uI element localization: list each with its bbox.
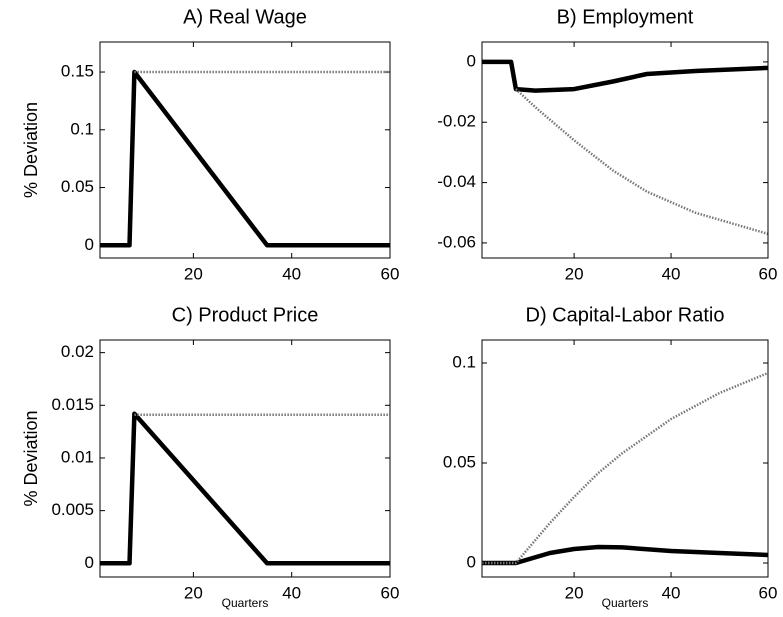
x-tick-label: 40 <box>662 583 681 602</box>
axes-frame <box>481 41 769 259</box>
x-tick-label: 20 <box>565 264 584 283</box>
axes-frame <box>99 41 391 259</box>
panel-title: B) Employment <box>557 6 694 28</box>
y-tick-label: 0.01 <box>61 447 94 466</box>
line-series <box>515 88 769 236</box>
y-tick-label: 0.015 <box>51 395 94 414</box>
x-tick-label: 20 <box>565 583 584 602</box>
y-tick-label: 0.05 <box>61 177 94 196</box>
y-axis-label: % Deviation <box>21 410 41 506</box>
x-tick-label: 60 <box>759 264 778 283</box>
y-tick-label: 0.02 <box>61 342 94 361</box>
y-tick-label: 0.1 <box>452 352 476 371</box>
panel: 0 0.005 0.01 0.015 0.02 20 40 60 C) Product Pric… <box>21 304 400 610</box>
x-tick-label: 20 <box>184 264 203 283</box>
y-tick-label: 0.005 <box>51 500 94 519</box>
x-tick-label: 20 <box>184 583 203 602</box>
y-tick-label: 0 <box>85 235 94 254</box>
y-tick-label: 0 <box>467 552 476 571</box>
y-tick-label: 0.1 <box>70 119 94 138</box>
y-tick-label: -0.04 <box>437 172 476 191</box>
y-tick-label: 0.05 <box>443 452 476 471</box>
axes-frame <box>481 339 769 578</box>
x-axis-label: Quarters <box>222 596 269 610</box>
y-tick-label: 0.15 <box>61 62 94 81</box>
plot-area <box>482 340 768 577</box>
x-tick-label: 40 <box>662 264 681 283</box>
y-tick-label: -0.06 <box>437 232 476 251</box>
line-series <box>482 371 769 565</box>
y-tick-label: 0 <box>467 51 476 70</box>
y-axis-label: % Deviation <box>21 102 41 198</box>
plot-area <box>100 42 390 258</box>
line-series <box>482 59 769 93</box>
panel: 0 0.05 0.1 0.15 20 40 60 A) Real Wage % Deviatio… <box>21 6 400 283</box>
x-tick-label: 60 <box>381 583 400 602</box>
x-axis-label: Quarters <box>602 596 649 610</box>
plot-area <box>482 42 768 258</box>
x-tick-label: 60 <box>381 264 400 283</box>
y-tick-label: 0 <box>85 553 94 572</box>
panel-title: D) Capital-Labor Ratio <box>526 304 725 326</box>
panel-title: A) Real Wage <box>183 6 307 28</box>
panel: -0.06 -0.04 -0.02 0 20 40 60 B) Employment <box>437 6 777 283</box>
x-tick-label: 40 <box>282 583 301 602</box>
axes-frame <box>99 339 391 578</box>
x-tick-label: 60 <box>759 583 778 602</box>
x-tick-label: 40 <box>282 264 301 283</box>
y-tick-label: -0.02 <box>437 112 476 131</box>
panel-title: C) Product Price <box>172 304 319 326</box>
panel: 0 0.05 0.1 20 40 60 D) Capital-Labor Ratio Quar… <box>443 304 778 610</box>
